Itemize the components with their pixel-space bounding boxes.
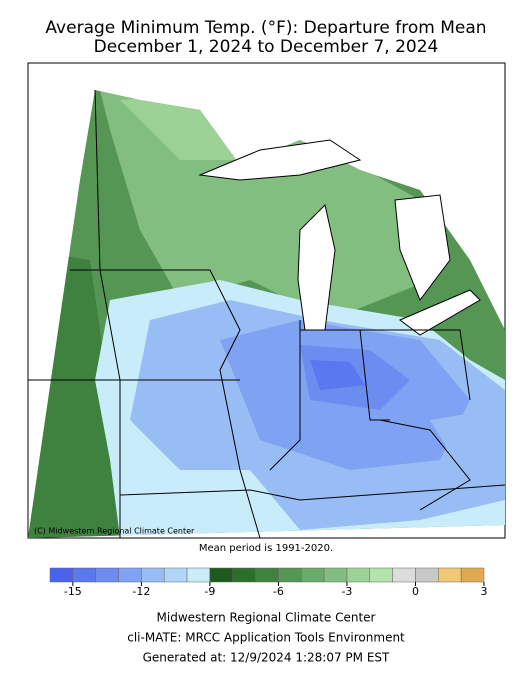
footer-line: Generated at: 12/9/2024 1:28:07 PM EST — [143, 651, 390, 665]
tick-label: 3 — [481, 585, 488, 598]
color-bin — [346, 567, 371, 583]
color-bin — [255, 567, 279, 583]
color-bin — [232, 567, 256, 583]
credit: (C) Midwestern Regional Climate Center — [34, 527, 195, 536]
color-bin — [301, 567, 325, 583]
color-bin — [163, 567, 188, 583]
color-bin — [49, 567, 74, 583]
title: Average Minimum Temp. (°F): Departure fr… — [45, 18, 486, 38]
note: Mean period is 1991-2020. — [199, 543, 333, 554]
tick-label: -15 — [64, 585, 82, 598]
color-bin — [141, 567, 165, 583]
color-bin — [460, 567, 485, 583]
color-bin — [209, 567, 233, 583]
color-bin — [186, 567, 211, 583]
footer-line: cli-MATE: MRCC Application Tools Environ… — [127, 631, 405, 645]
tick-label: -9 — [204, 585, 215, 598]
tick-label: -3 — [341, 585, 352, 598]
tick-label: -6 — [273, 585, 284, 598]
subtitle: December 1, 2024 to December 7, 2024 — [94, 37, 439, 57]
color-bin — [392, 567, 416, 583]
colorbar: -15 -12 -9 -6 -3 0 3 — [49, 567, 488, 598]
color-bin — [118, 567, 142, 583]
lakes — [198, 139, 481, 336]
state-borders — [28, 89, 506, 539]
color-bin — [72, 567, 96, 583]
color-bin — [323, 567, 348, 583]
color-bin — [278, 567, 302, 583]
footer-line: Midwestern Regional Climate Center — [157, 611, 376, 625]
tick-label: -12 — [132, 585, 150, 598]
color-bin — [369, 567, 393, 583]
color-bin — [415, 567, 439, 583]
color-bin — [95, 567, 119, 583]
color-bin — [438, 567, 462, 583]
tick-label: 0 — [412, 585, 419, 598]
